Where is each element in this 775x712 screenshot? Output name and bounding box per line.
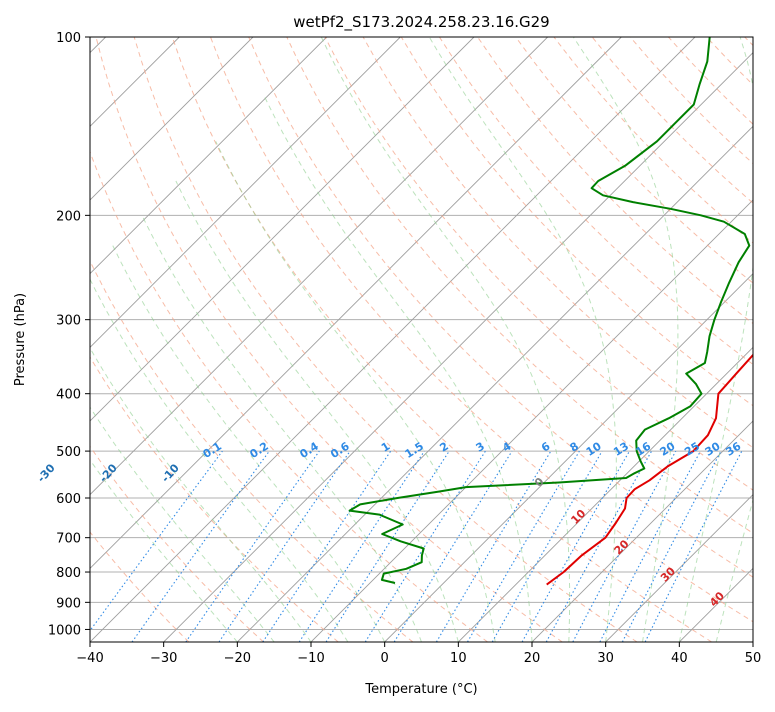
- x-tick-label: −10: [297, 651, 324, 666]
- x-tick-label: −20: [224, 651, 251, 666]
- y-tick-label: 100: [56, 31, 81, 46]
- y-tick-label: 800: [56, 566, 81, 581]
- y-tick-label: 1000: [48, 623, 81, 638]
- y-tick-label: 700: [56, 532, 81, 547]
- x-tick-label: −30: [150, 651, 177, 666]
- y-axis-label: Pressure (hPa): [13, 293, 28, 386]
- x-tick-label: 0: [381, 651, 389, 666]
- chart-title: wetPf2_S173.2024.258.23.16.G29: [293, 13, 549, 32]
- x-tick-label: 20: [524, 651, 541, 666]
- y-tick-label: 900: [56, 596, 81, 611]
- x-tick-label: 10: [450, 651, 467, 666]
- y-tick-label: 400: [56, 388, 81, 403]
- x-axis-label: Temperature (°C): [364, 682, 477, 697]
- y-tick-label: 200: [56, 209, 81, 224]
- y-tick-label: 600: [56, 492, 81, 507]
- x-tick-label: 50: [745, 651, 762, 666]
- y-tick-label: 300: [56, 314, 81, 329]
- x-tick-label: 40: [671, 651, 688, 666]
- x-tick-label: 30: [597, 651, 614, 666]
- y-tick-label: 500: [56, 445, 81, 460]
- x-tick-label: −40: [76, 651, 103, 666]
